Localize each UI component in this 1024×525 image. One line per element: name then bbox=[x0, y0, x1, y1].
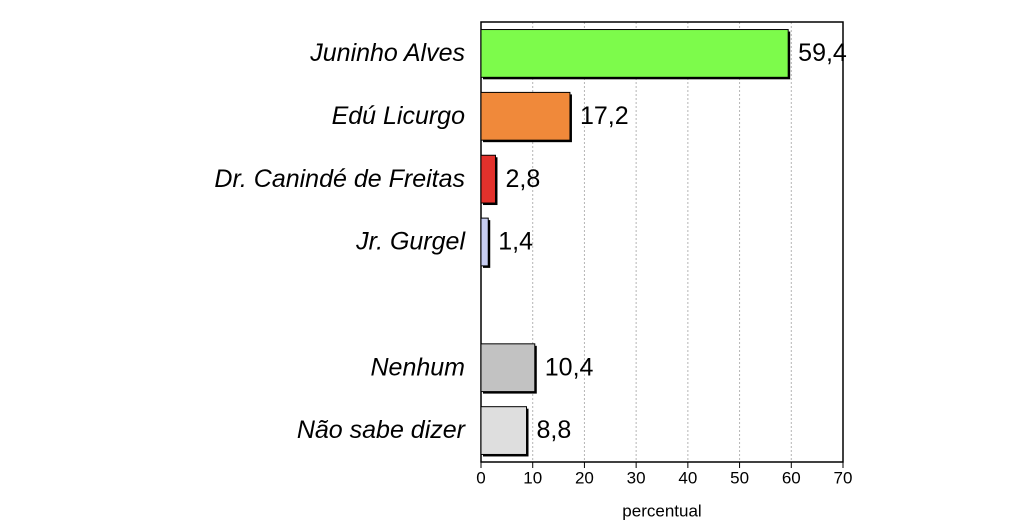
x-tick-label: 20 bbox=[575, 468, 594, 487]
x-tick-label: 40 bbox=[678, 468, 697, 487]
value-label: 8,8 bbox=[537, 416, 572, 444]
value-label: 2,8 bbox=[505, 165, 540, 193]
value-label: 1,4 bbox=[498, 228, 533, 256]
y-tick-label: Não sabe dizer bbox=[297, 416, 467, 444]
y-tick-label: Nenhum bbox=[371, 353, 466, 381]
y-tick-label: Jr. Gurgel bbox=[355, 228, 466, 256]
x-tick-label: 50 bbox=[730, 468, 749, 487]
bar bbox=[480, 91, 571, 141]
x-tick-label: 0 bbox=[476, 468, 485, 487]
bar bbox=[480, 154, 496, 204]
x-tick-label: 70 bbox=[834, 468, 853, 487]
value-label: 10,4 bbox=[545, 353, 594, 381]
y-tick-label: Edú Licurgo bbox=[332, 102, 466, 130]
bar bbox=[480, 406, 528, 455]
x-tick-label: 10 bbox=[523, 468, 542, 487]
value-label: 17,2 bbox=[580, 102, 629, 130]
plot-frame bbox=[480, 21, 844, 463]
y-tick-label: Dr. Canindé de Freitas bbox=[214, 165, 465, 193]
x-tick-label: 30 bbox=[627, 468, 646, 487]
value-label: 59,4 bbox=[798, 39, 847, 67]
bar bbox=[480, 29, 789, 78]
x-axis-label: percentual bbox=[622, 501, 701, 520]
bar bbox=[480, 343, 536, 393]
x-tick-label: 60 bbox=[782, 468, 801, 487]
y-tick-label: Juninho Alves bbox=[309, 39, 465, 67]
bar bbox=[480, 217, 489, 267]
